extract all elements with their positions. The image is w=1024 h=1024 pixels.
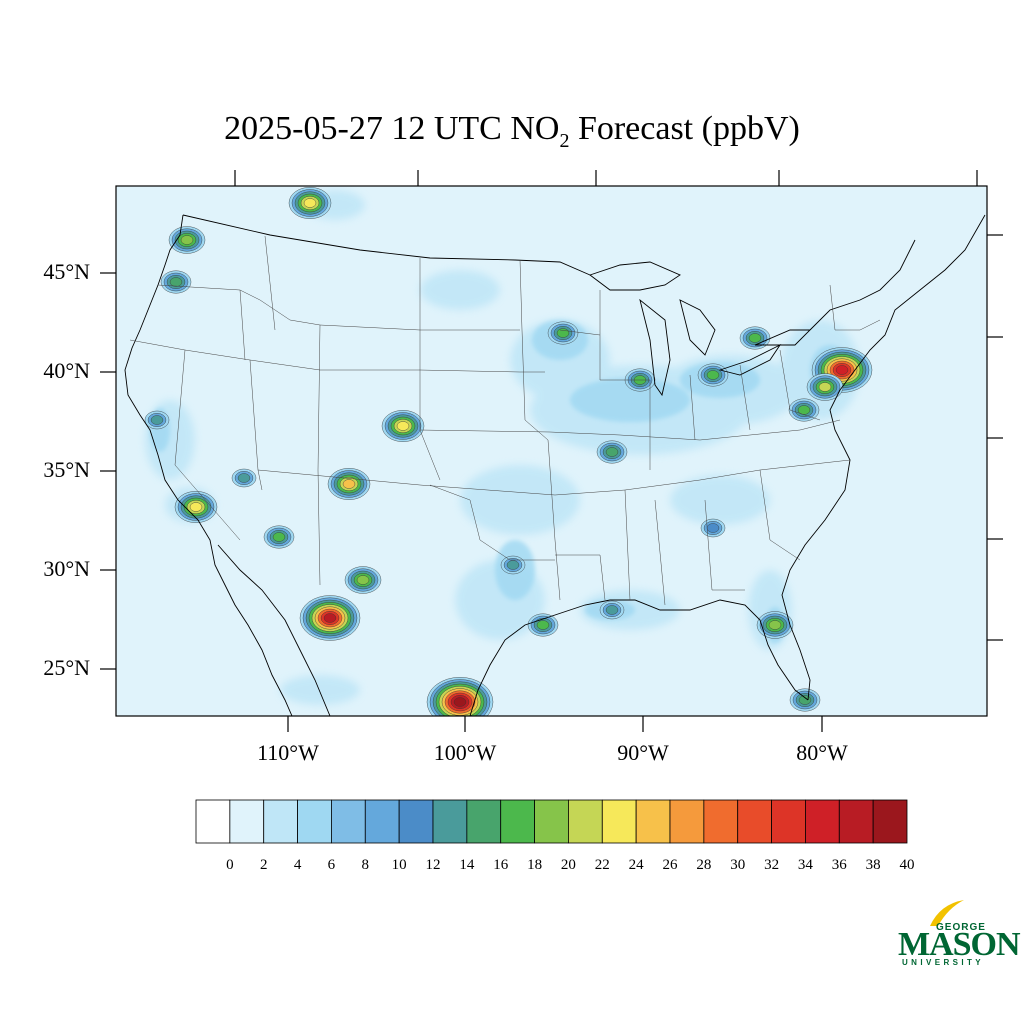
colorbar-tick-label: 10 bbox=[391, 857, 407, 873]
logo-swoosh-icon bbox=[930, 900, 964, 926]
hotspot-las-vegas bbox=[231, 468, 257, 488]
colorbar-tick-label: 36 bbox=[831, 857, 847, 873]
colorbar-tick-label: 2 bbox=[259, 857, 268, 873]
hotspot-phoenix bbox=[263, 525, 295, 549]
state-borders bbox=[129, 235, 881, 606]
hotspot-portland bbox=[160, 270, 192, 294]
map-panel bbox=[116, 186, 987, 716]
logo-line2: MASON bbox=[898, 926, 1021, 963]
lon-tick-label: 80°W bbox=[796, 740, 848, 765]
hotspot-detroit bbox=[697, 363, 729, 387]
colorbar-swatch bbox=[838, 799, 874, 844]
colorbar-swatch bbox=[534, 799, 569, 844]
colorbar-swatch bbox=[568, 799, 603, 844]
colorbar-tick-label: 6 bbox=[327, 857, 336, 873]
colorbar-swatch bbox=[601, 799, 637, 844]
hotspot-tampa bbox=[756, 611, 794, 639]
hotspot-denver bbox=[381, 410, 425, 442]
colorbar-swatch bbox=[500, 799, 535, 844]
lat-tick-label: 30°N bbox=[43, 556, 90, 581]
map-frame bbox=[115, 185, 988, 717]
lat-tick-label: 25°N bbox=[43, 655, 90, 680]
colorbar-tick-label: 14 bbox=[459, 857, 475, 873]
hotspot-layer bbox=[144, 187, 873, 716]
colorbar-tick-label: 22 bbox=[594, 857, 610, 873]
colorbar-tick-label: 4 bbox=[293, 857, 302, 873]
colorbar-swatch bbox=[229, 799, 265, 844]
colorbar-swatch bbox=[805, 799, 840, 844]
colorbar-swatch bbox=[703, 799, 739, 844]
lat-tick-label: 40°N bbox=[43, 358, 90, 383]
hotspot-monterrey bbox=[426, 677, 494, 716]
colorbar-tick-label: 18 bbox=[527, 857, 543, 873]
coastlines bbox=[124, 214, 986, 716]
hotspot-houston bbox=[527, 613, 559, 637]
colorbar-tick-label: 20 bbox=[560, 857, 576, 873]
colorbar-swatch bbox=[737, 799, 772, 844]
colorbar-swatch bbox=[771, 799, 806, 844]
lon-tick-label: 100°W bbox=[433, 740, 497, 765]
hotspot-seattle bbox=[168, 226, 206, 254]
colorbar-swatch bbox=[195, 799, 231, 844]
colorbar-tick-label: 16 bbox=[493, 857, 509, 873]
left-tick-marks bbox=[100, 272, 116, 670]
hotspot-calgary bbox=[288, 187, 332, 219]
colorbar-swatch bbox=[398, 799, 434, 844]
colorbar-tick-label: 28 bbox=[696, 857, 712, 873]
hotspot-new-orleans bbox=[599, 600, 625, 620]
hotspot-miami bbox=[789, 688, 821, 712]
logo-line3: UNIVERSITY bbox=[902, 958, 985, 967]
colorbar-swatch bbox=[872, 799, 908, 844]
lon-tick-label: 90°W bbox=[617, 740, 669, 765]
hotspot-st-louis bbox=[596, 440, 628, 464]
right-tick-marks bbox=[987, 234, 1003, 641]
colorbar-swatch bbox=[297, 799, 332, 844]
colorbar-tick-label: 0 bbox=[226, 857, 234, 873]
colorbar-tick-label: 8 bbox=[361, 857, 370, 873]
colorbar-swatch bbox=[432, 799, 468, 844]
gmu-logo: GEORGE MASON UNIVERSITY bbox=[896, 898, 1021, 970]
colorbar-tick-label: 24 bbox=[628, 857, 644, 873]
lon-tick-label: 110°W bbox=[257, 740, 319, 765]
chart-title: 2025-05-27 12 UTC NO2 Forecast (ppbV) bbox=[224, 110, 800, 152]
colorbar-swatch bbox=[669, 799, 705, 844]
colorbar-swatch bbox=[635, 799, 671, 844]
hotspot-minneapolis bbox=[547, 321, 579, 345]
hotspot-dallas bbox=[500, 555, 526, 575]
colorbar-tick-label: 38 bbox=[865, 857, 881, 873]
hotspot-atlanta bbox=[700, 518, 726, 538]
colorbar-tick-label: 34 bbox=[797, 857, 813, 873]
hotspot-chihuahua bbox=[299, 595, 361, 641]
top-tick-marks bbox=[234, 170, 978, 186]
logo-line1: GEORGE bbox=[936, 922, 986, 933]
colorbar-swatch bbox=[466, 799, 502, 844]
colorbar bbox=[195, 799, 908, 844]
colorbar-swatch bbox=[331, 799, 366, 844]
hotspot-el-paso bbox=[344, 566, 382, 594]
colorbar-tick-label: 12 bbox=[425, 857, 441, 873]
hotspot-philadelphia bbox=[806, 373, 844, 401]
colorbar-swatch bbox=[263, 799, 298, 844]
lat-tick-label: 35°N bbox=[43, 457, 90, 482]
colorbar-tick-label: 26 bbox=[662, 857, 678, 873]
bottom-tick-marks bbox=[287, 716, 823, 732]
lat-tick-label: 45°N bbox=[43, 259, 90, 284]
colorbar-tick-label: 32 bbox=[764, 857, 780, 873]
hotspot-san-francisco-bay bbox=[144, 410, 170, 430]
colorbar-swatch bbox=[364, 799, 400, 844]
hotspot-washington-dc bbox=[788, 398, 820, 422]
hotspot-toronto bbox=[739, 326, 771, 350]
colorbar-tick-label: 30 bbox=[730, 857, 746, 873]
colorbar-tick-label: 40 bbox=[899, 857, 915, 873]
hotspot-albuquerque bbox=[327, 468, 371, 500]
